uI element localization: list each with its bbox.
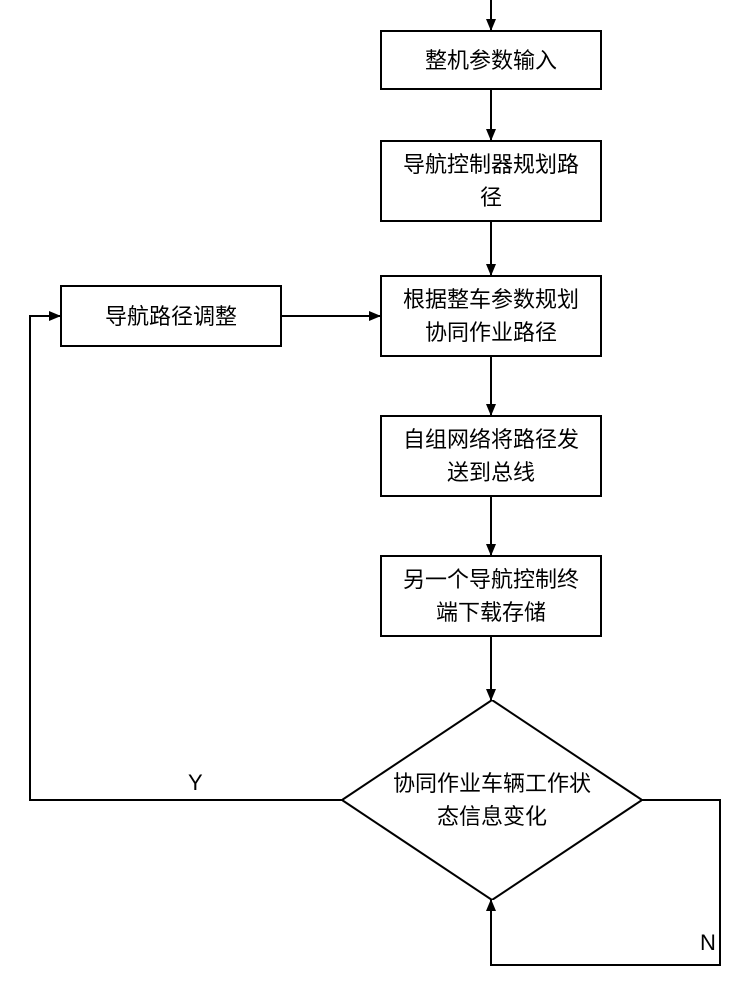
node-nav-plan: 导航控制器规划路径	[380, 140, 602, 222]
node-coop-path-plan: 根据整车参数规划协同作业路径	[380, 275, 602, 357]
edge-label-yes: Y	[188, 770, 203, 796]
node-param-input: 整机参数输入	[380, 30, 602, 90]
flowchart-canvas: 整机参数输入 导航控制器规划路径 根据整车参数规划协同作业路径 导航路径调整 自…	[0, 0, 749, 1000]
node-download-store: 另一个导航控制终端下载存储	[380, 555, 602, 637]
node-label: 导航路径调整	[105, 300, 237, 333]
node-label: 根据整车参数规划协同作业路径	[403, 283, 579, 349]
edge-label-no: N	[700, 930, 716, 956]
node-label: 自组网络将路径发送到总线	[403, 423, 579, 489]
node-label: 整机参数输入	[425, 44, 557, 77]
node-path-adjust: 导航路径调整	[60, 285, 282, 347]
node-label: 协同作业车辆工作状态信息变化	[365, 767, 619, 833]
node-decision-status-change: 协同作业车辆工作状态信息变化	[342, 700, 642, 900]
node-label: 导航控制器规划路径	[403, 148, 579, 214]
node-send-bus: 自组网络将路径发送到总线	[380, 415, 602, 497]
node-label: 另一个导航控制终端下载存储	[403, 563, 579, 629]
